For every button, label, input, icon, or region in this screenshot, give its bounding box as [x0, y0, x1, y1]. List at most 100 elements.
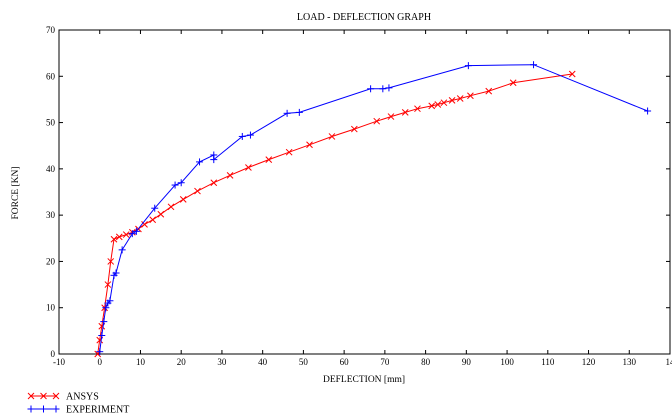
data-point-experiment	[196, 158, 204, 166]
legend-marker	[52, 392, 60, 400]
data-point-ansys	[107, 258, 115, 265]
marker-stroke	[568, 70, 576, 78]
marker-stroke	[110, 235, 118, 243]
marker-stroke	[179, 196, 187, 203]
plot-area: -100102030405060708090100110120130140102…	[46, 25, 672, 367]
y-tick-label: 10	[46, 303, 56, 313]
series-ansys	[94, 70, 576, 358]
data-point-ansys	[122, 231, 130, 238]
data-point-ansys	[328, 133, 336, 140]
marker-stroke	[157, 210, 165, 218]
data-point-ansys	[428, 102, 436, 110]
marker-stroke	[328, 133, 336, 140]
data-point-experiment	[295, 108, 303, 116]
y-tick-label: 0	[51, 349, 56, 359]
marker-stroke	[285, 148, 293, 156]
legend-marker	[40, 405, 47, 413]
y-tick-label: 20	[46, 256, 56, 266]
marker-stroke	[210, 179, 218, 187]
legend: ANSYS EXPERIMENT	[27, 392, 129, 416]
x-tick-label: 70	[380, 357, 390, 367]
data-point-ansys	[210, 179, 218, 187]
marker-stroke	[434, 101, 442, 108]
marker-stroke	[456, 95, 464, 102]
legend-marker	[52, 405, 60, 413]
marker-stroke	[194, 187, 201, 195]
data-point-ansys	[226, 171, 234, 179]
marker-stroke	[509, 79, 517, 87]
x-tick-label: 20	[177, 357, 187, 367]
x-tick-label: 14	[666, 357, 672, 367]
marker-stroke	[226, 171, 234, 179]
data-point-experiment	[385, 84, 393, 92]
marker-stroke	[265, 156, 273, 163]
marker-stroke	[414, 105, 421, 113]
marker-stroke	[440, 99, 448, 107]
data-point-ansys	[149, 216, 157, 224]
x-tick-label: 90	[462, 357, 472, 367]
data-point-experiment	[118, 246, 126, 254]
legend-marker	[40, 392, 47, 400]
data-point-ansys	[265, 156, 273, 163]
data-point-experiment	[367, 85, 375, 93]
axes-frame	[58, 29, 671, 355]
data-point-experiment	[112, 269, 120, 277]
marker-stroke	[104, 281, 112, 288]
data-point-experiment	[177, 179, 185, 187]
marker-stroke	[401, 109, 409, 116]
marker-stroke	[122, 231, 130, 238]
y-tick-label: 40	[46, 164, 56, 174]
x-tick-label: 0	[97, 357, 102, 367]
data-point-ansys	[509, 79, 517, 87]
marker-stroke	[141, 221, 148, 228]
marker-stroke	[448, 97, 456, 104]
data-point-experiment	[464, 62, 472, 70]
data-point-ansys	[157, 210, 165, 218]
data-point-ansys	[434, 101, 442, 108]
data-point-experiment	[100, 318, 108, 326]
marker-stroke	[40, 392, 47, 400]
data-point-experiment	[106, 297, 114, 305]
data-point-experiment	[151, 204, 159, 212]
legend-item-experiment: EXPERIMENT	[27, 405, 129, 416]
data-point-ansys	[115, 233, 123, 241]
marker-stroke	[387, 113, 395, 120]
x-tick-label: 50	[299, 357, 309, 367]
x-axis-title: DEFLECTION [mm]	[323, 375, 405, 385]
x-tick-label: 110	[541, 357, 555, 367]
x-tick-label: 120	[582, 357, 596, 367]
data-point-experiment	[283, 109, 291, 117]
legend-item-ansys: ANSYS	[27, 392, 99, 403]
y-axis-title: FORCE [KN]	[11, 166, 21, 219]
data-point-experiment	[98, 331, 106, 339]
data-point-experiment	[238, 132, 246, 140]
x-tick-label: -10	[53, 357, 65, 367]
data-point-ansys	[414, 105, 421, 113]
y-tick-label: 50	[46, 118, 56, 128]
data-point-experiment	[530, 61, 538, 69]
series-line-experiment	[99, 64, 648, 352]
legend-label: ANSYS	[66, 392, 99, 403]
marker-stroke	[485, 87, 493, 95]
data-point-ansys	[568, 70, 576, 78]
data-point-experiment	[171, 181, 179, 189]
data-point-ansys	[110, 235, 118, 243]
data-point-ansys	[401, 109, 409, 116]
legend-label: EXPERIMENT	[66, 405, 129, 416]
data-point-experiment	[128, 230, 136, 238]
data-point-ansys	[167, 203, 175, 211]
data-point-ansys	[141, 221, 148, 228]
x-tick-label: 30	[217, 357, 227, 367]
data-point-ansys	[485, 87, 493, 95]
data-point-ansys	[245, 164, 252, 171]
marker-stroke	[373, 117, 381, 125]
marker-stroke	[149, 216, 157, 224]
legend-marker	[27, 392, 35, 400]
x-tick-label: 80	[421, 357, 431, 367]
data-point-ansys	[387, 113, 395, 120]
marker-stroke	[306, 141, 313, 149]
x-tick-label: 40	[258, 357, 268, 367]
data-point-ansys	[440, 99, 448, 107]
marker-stroke	[107, 258, 115, 265]
